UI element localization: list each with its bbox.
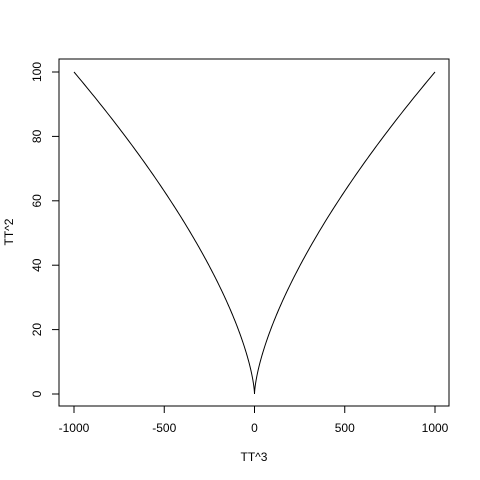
series-line-0 bbox=[73, 71, 436, 394]
y-tick-label: 80 bbox=[30, 129, 44, 143]
y-axis: 0 20 40 60 80 100 bbox=[30, 62, 60, 397]
y-axis-label: TT^2 bbox=[2, 218, 16, 245]
x-tick-label: -1000 bbox=[59, 421, 90, 435]
plot-frame bbox=[58, 58, 450, 407]
y-tick-label: 0 bbox=[30, 390, 44, 397]
y-tick-label: 100 bbox=[30, 62, 44, 82]
plot-lines bbox=[73, 71, 436, 394]
x-tick-label: 0 bbox=[251, 421, 258, 435]
y-tick-label: 40 bbox=[30, 258, 44, 272]
y-tick-label: 60 bbox=[30, 194, 44, 208]
x-axis: -1000 -500 0 500 1000 bbox=[59, 405, 449, 435]
x-tick-label: -500 bbox=[152, 421, 176, 435]
x-tick-label: 1000 bbox=[422, 421, 449, 435]
x-axis-label: TT^3 bbox=[241, 450, 268, 464]
x-tick-label: 500 bbox=[335, 421, 355, 435]
y-tick-label: 20 bbox=[30, 323, 44, 337]
